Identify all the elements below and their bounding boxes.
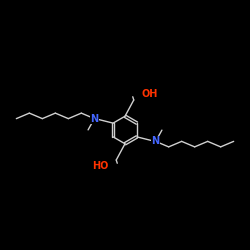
Text: N: N — [152, 136, 160, 146]
Text: N: N — [90, 114, 98, 124]
Text: OH: OH — [141, 89, 158, 99]
Text: HO: HO — [92, 161, 109, 171]
